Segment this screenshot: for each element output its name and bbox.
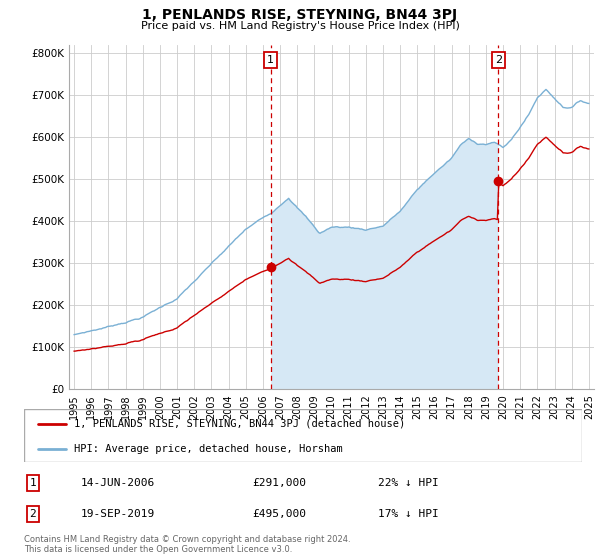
Text: 2: 2: [495, 55, 502, 65]
Text: 2: 2: [29, 509, 37, 519]
Text: Contains HM Land Registry data © Crown copyright and database right 2024.
This d: Contains HM Land Registry data © Crown c…: [24, 535, 350, 554]
Text: 22% ↓ HPI: 22% ↓ HPI: [378, 478, 439, 488]
Text: 1, PENLANDS RISE, STEYNING, BN44 3PJ (detached house): 1, PENLANDS RISE, STEYNING, BN44 3PJ (de…: [74, 419, 406, 429]
Text: HPI: Average price, detached house, Horsham: HPI: Average price, detached house, Hors…: [74, 444, 343, 454]
Text: 17% ↓ HPI: 17% ↓ HPI: [378, 509, 439, 519]
Text: 14-JUN-2006: 14-JUN-2006: [81, 478, 155, 488]
Text: 19-SEP-2019: 19-SEP-2019: [81, 509, 155, 519]
Text: 1: 1: [267, 55, 274, 65]
Text: £495,000: £495,000: [252, 509, 306, 519]
Text: 1: 1: [29, 478, 37, 488]
Text: Price paid vs. HM Land Registry's House Price Index (HPI): Price paid vs. HM Land Registry's House …: [140, 21, 460, 31]
Text: £291,000: £291,000: [252, 478, 306, 488]
Text: 1, PENLANDS RISE, STEYNING, BN44 3PJ: 1, PENLANDS RISE, STEYNING, BN44 3PJ: [142, 8, 458, 22]
